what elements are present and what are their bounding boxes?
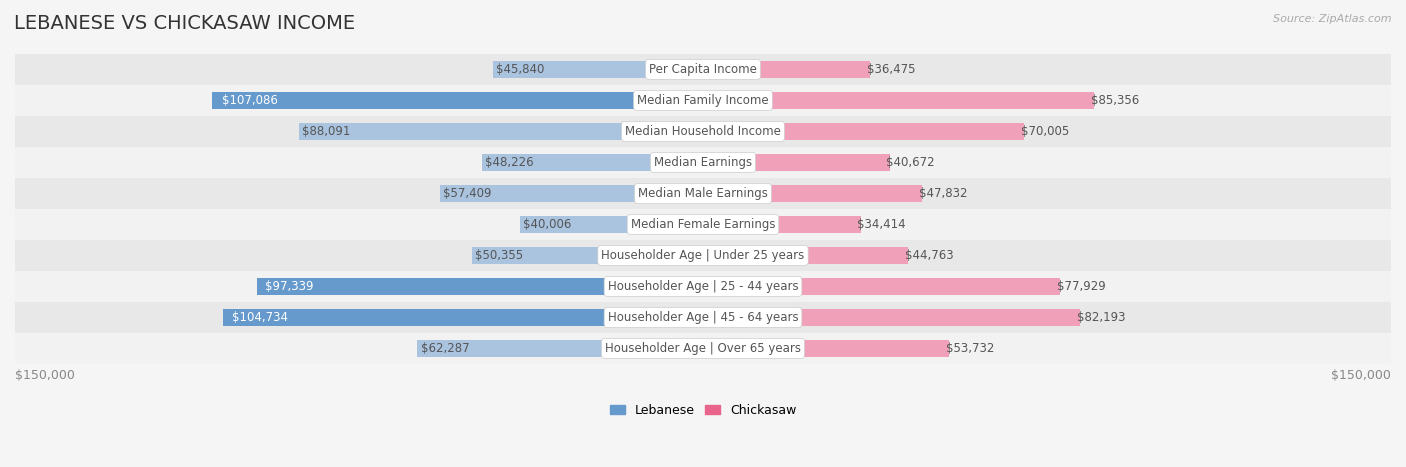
Text: $150,000: $150,000 <box>1331 368 1391 382</box>
Bar <box>15 178 1391 209</box>
Bar <box>222 309 703 326</box>
Text: Householder Age | 45 - 64 years: Householder Age | 45 - 64 years <box>607 311 799 324</box>
Bar <box>472 247 703 264</box>
Text: $97,339: $97,339 <box>266 280 314 293</box>
Text: Median Male Earnings: Median Male Earnings <box>638 187 768 200</box>
Bar <box>212 92 703 109</box>
Text: $88,091: $88,091 <box>302 125 350 138</box>
Text: $82,193: $82,193 <box>1077 311 1125 324</box>
Bar <box>440 185 703 202</box>
Text: $57,409: $57,409 <box>443 187 492 200</box>
Text: Householder Age | Over 65 years: Householder Age | Over 65 years <box>605 342 801 355</box>
Bar <box>703 92 1094 109</box>
Text: $45,840: $45,840 <box>496 63 544 76</box>
Text: Median Female Earnings: Median Female Earnings <box>631 218 775 231</box>
Bar <box>15 209 1391 240</box>
Bar <box>15 333 1391 364</box>
Bar <box>703 154 890 171</box>
Text: Householder Age | 25 - 44 years: Householder Age | 25 - 44 years <box>607 280 799 293</box>
Text: $40,672: $40,672 <box>886 156 935 169</box>
Text: Median Family Income: Median Family Income <box>637 94 769 107</box>
Text: $50,355: $50,355 <box>475 249 523 262</box>
Bar <box>703 123 1024 140</box>
Text: Source: ZipAtlas.com: Source: ZipAtlas.com <box>1274 14 1392 24</box>
Text: $150,000: $150,000 <box>15 368 75 382</box>
Text: $36,475: $36,475 <box>868 63 915 76</box>
Text: $47,832: $47,832 <box>920 187 967 200</box>
Bar <box>15 302 1391 333</box>
Text: $44,763: $44,763 <box>905 249 953 262</box>
Bar <box>703 61 870 78</box>
Bar <box>15 271 1391 302</box>
Bar <box>256 278 703 295</box>
Bar <box>15 116 1391 147</box>
Bar <box>15 85 1391 116</box>
Bar <box>15 240 1391 271</box>
Bar <box>299 123 703 140</box>
Text: LEBANESE VS CHICKASAW INCOME: LEBANESE VS CHICKASAW INCOME <box>14 14 356 33</box>
Text: $62,287: $62,287 <box>420 342 470 355</box>
Bar <box>703 309 1080 326</box>
Text: $34,414: $34,414 <box>858 218 905 231</box>
Legend: Lebanese, Chickasaw: Lebanese, Chickasaw <box>605 399 801 422</box>
Bar <box>15 147 1391 178</box>
Bar <box>519 216 703 233</box>
Text: Median Household Income: Median Household Income <box>626 125 780 138</box>
Text: $48,226: $48,226 <box>485 156 534 169</box>
Text: $53,732: $53,732 <box>946 342 994 355</box>
Text: $107,086: $107,086 <box>222 94 277 107</box>
Bar <box>703 185 922 202</box>
Text: $40,006: $40,006 <box>523 218 571 231</box>
Text: $85,356: $85,356 <box>1091 94 1139 107</box>
Text: Householder Age | Under 25 years: Householder Age | Under 25 years <box>602 249 804 262</box>
Bar <box>703 340 949 357</box>
Bar <box>492 61 703 78</box>
Bar <box>15 54 1391 85</box>
Bar <box>703 247 908 264</box>
Text: $70,005: $70,005 <box>1021 125 1069 138</box>
Bar <box>703 278 1060 295</box>
Bar <box>703 216 860 233</box>
Bar <box>482 154 703 171</box>
Text: Per Capita Income: Per Capita Income <box>650 63 756 76</box>
Text: $104,734: $104,734 <box>232 311 288 324</box>
Bar <box>418 340 703 357</box>
Text: $77,929: $77,929 <box>1057 280 1105 293</box>
Text: Median Earnings: Median Earnings <box>654 156 752 169</box>
